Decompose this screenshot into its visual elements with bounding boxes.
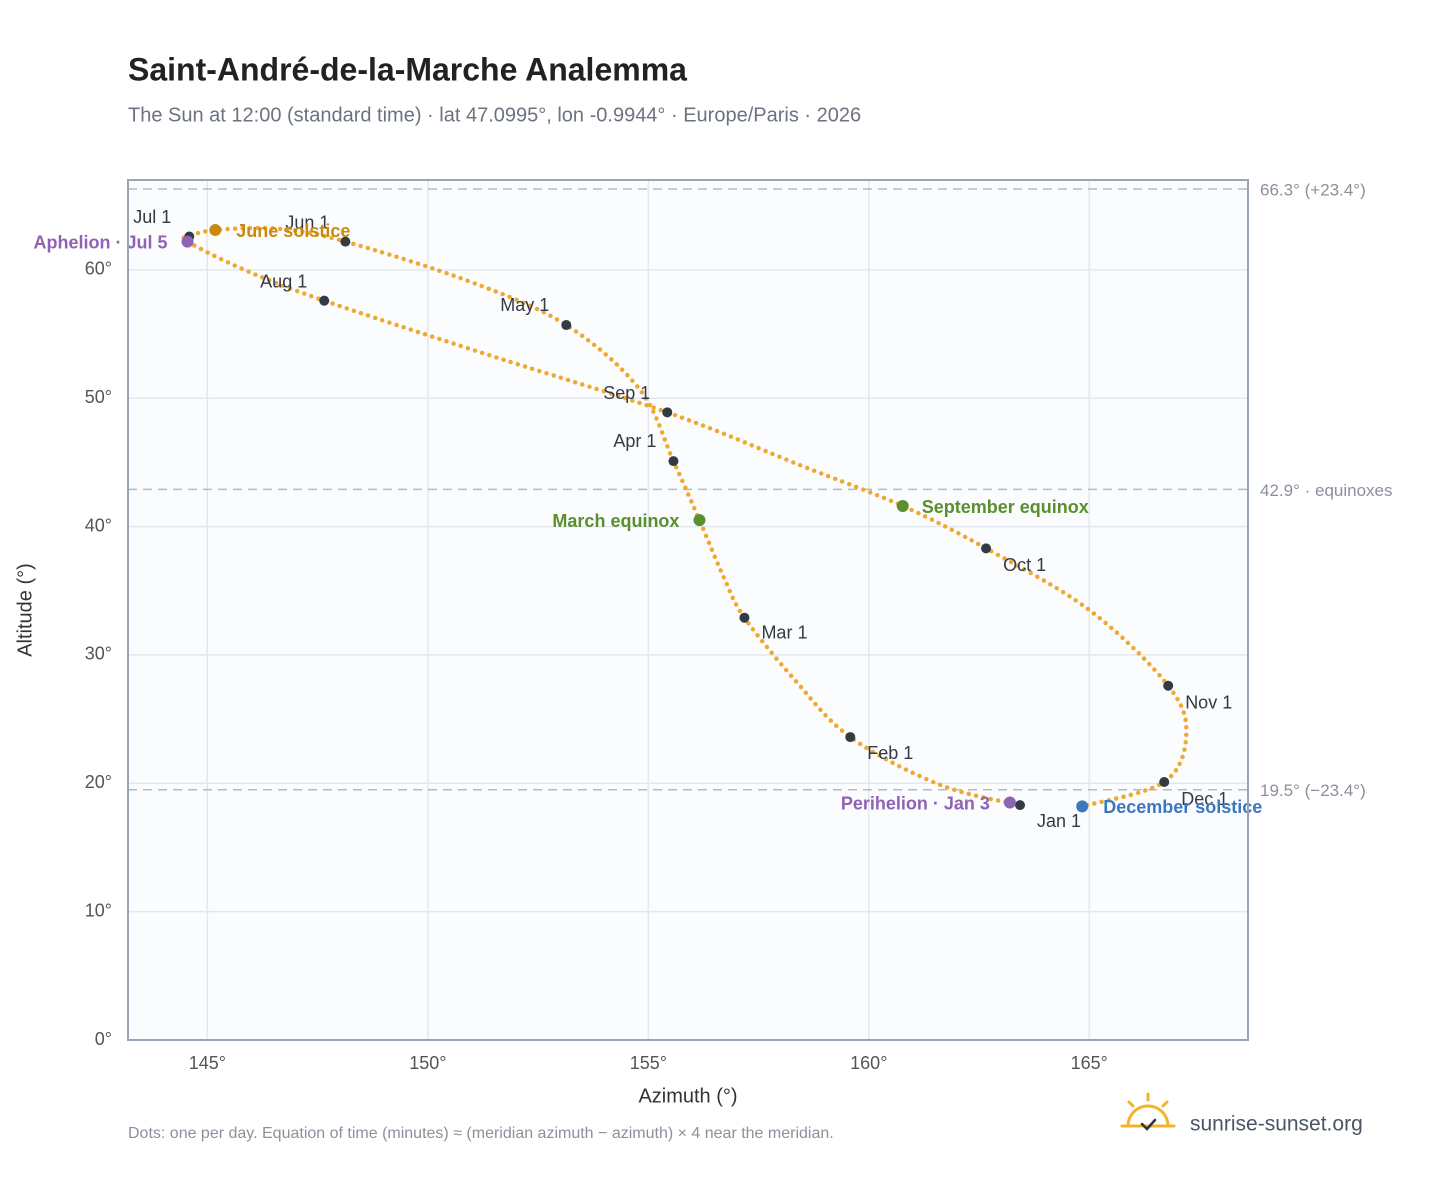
- marker-label: December solstice: [1103, 797, 1262, 817]
- marker: [561, 320, 572, 331]
- x-tick-label: 145°: [189, 1053, 226, 1073]
- brand: sunrise-sunset.org: [1190, 1113, 1363, 1136]
- y-tick-label: 40°: [85, 515, 112, 535]
- marker-label: Apr 1: [613, 431, 656, 451]
- plot: Jan 1 Feb 1 Mar 1 Apr 1 May 1 Jun 1 Jul 1 Aug 1…: [34, 207, 1263, 831]
- marker-label: Oct 1: [1003, 555, 1046, 575]
- grid: [128, 180, 1248, 1041]
- x-tick-label: 155°: [630, 1053, 667, 1073]
- y-tick-label: 10°: [85, 900, 112, 920]
- marker: [1015, 800, 1026, 811]
- marker-label: Jan 1: [1037, 811, 1081, 831]
- marker-label: March equinox: [552, 511, 679, 531]
- y-tick-label: 60°: [85, 259, 112, 279]
- reference-label: 66.3° (+23.4°): [1260, 180, 1366, 199]
- y-tick-label: 50°: [85, 387, 112, 407]
- y-axis-title: Altitude (°): [14, 563, 36, 657]
- x-tick-label: 160°: [850, 1053, 887, 1073]
- marker-label: Mar 1: [761, 622, 807, 642]
- x-tick-label: 165°: [1071, 1053, 1108, 1073]
- marker-label: Sep 1: [603, 383, 650, 403]
- plot-border: [127, 179, 1249, 1041]
- marker: [319, 295, 330, 306]
- marker: [693, 514, 706, 527]
- marker-label: Aphelion · Jul 5: [34, 232, 168, 252]
- marker-label: Jul 1: [133, 207, 171, 227]
- x-axis-title: Azimuth (°): [638, 1085, 737, 1107]
- footnote: Dots: one per day. Equation of time (min…: [128, 1125, 834, 1142]
- marker-label: Jun 1: [285, 212, 329, 232]
- marker: [181, 235, 194, 248]
- marker-label: September equinox: [922, 497, 1089, 517]
- marker-label: June solstice: [236, 221, 350, 241]
- marker: [1076, 800, 1089, 813]
- marker: [668, 456, 679, 467]
- chart-title: Saint-André-de-la-Marche Analemma: [128, 51, 687, 87]
- y-tick-label: 30°: [85, 644, 112, 664]
- chart-subtitle: The Sun at 12:00 (standard time) · lat 4…: [128, 104, 861, 126]
- marker-label: Nov 1: [1185, 692, 1232, 712]
- marker: [739, 612, 750, 623]
- reference-label: 19.5° (−23.4°): [1260, 781, 1366, 800]
- y-tick-label: 0°: [95, 1029, 112, 1049]
- marker-label: Feb 1: [867, 743, 913, 763]
- reference-label: 42.9° · equinoxes: [1260, 481, 1393, 500]
- marker-label: Perihelion · Jan 3: [841, 793, 990, 813]
- marker: [845, 732, 856, 743]
- plot-area: [128, 180, 1248, 1040]
- marker: [209, 224, 222, 237]
- marker: [981, 543, 992, 554]
- marker: [1159, 777, 1170, 787]
- brand-logo: [1120, 1092, 1176, 1131]
- x-tick-label: 150°: [409, 1053, 446, 1073]
- marker: [1003, 796, 1016, 809]
- marker: [896, 500, 909, 513]
- marker-label: May 1: [500, 295, 549, 315]
- marker: [1163, 680, 1174, 691]
- y-tick-label: 20°: [85, 772, 112, 792]
- marker-label: Dec 1: [1181, 789, 1228, 809]
- marker-label: Aug 1: [260, 271, 307, 291]
- marker: [340, 236, 351, 247]
- marker: [662, 407, 673, 418]
